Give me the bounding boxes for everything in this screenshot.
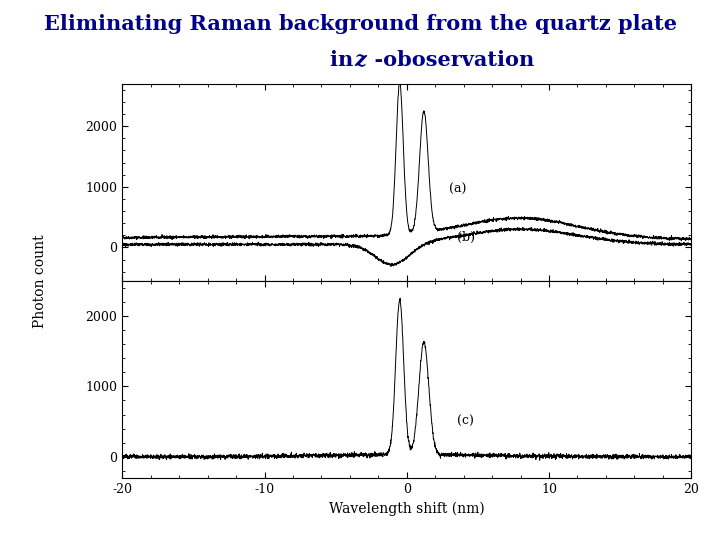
Text: in: in xyxy=(330,50,360,70)
Text: z: z xyxy=(354,50,366,70)
Text: (a): (a) xyxy=(449,183,467,196)
Text: (c): (c) xyxy=(456,415,474,428)
Text: Photon count: Photon count xyxy=(32,234,47,328)
Text: Eliminating Raman background from the quartz plate: Eliminating Raman background from the qu… xyxy=(43,14,677,33)
X-axis label: Wavelength shift (nm): Wavelength shift (nm) xyxy=(329,501,485,516)
Text: (b): (b) xyxy=(456,231,474,245)
Text: -oboservation: -oboservation xyxy=(360,50,534,70)
